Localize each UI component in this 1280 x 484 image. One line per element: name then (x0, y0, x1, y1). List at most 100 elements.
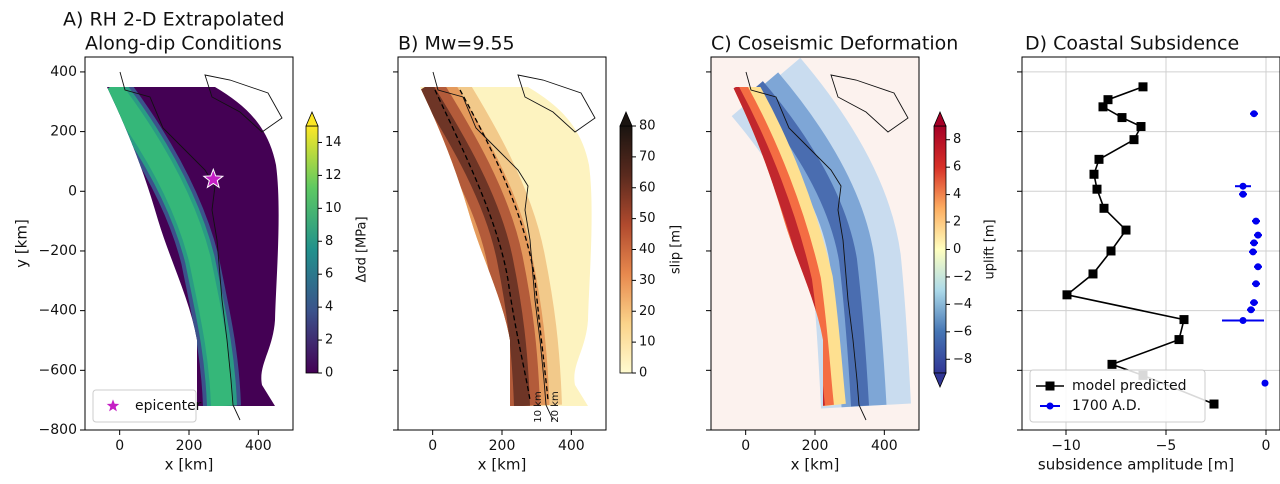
marker (1099, 203, 1109, 213)
marker (1250, 239, 1258, 247)
marker (1252, 280, 1260, 288)
colorbar-tick-label: 8 (953, 132, 961, 147)
x-tick-label: 400 (245, 438, 272, 454)
colorbar-tick-label: 0 (953, 242, 961, 257)
x-axis-label: subsidence amplitude [m] (1038, 456, 1234, 474)
colorbar-tick-label: 0 (639, 366, 647, 381)
marker (1209, 399, 1219, 409)
x-tick-label: 0 (741, 438, 750, 454)
legend (92, 389, 197, 423)
y-tick-label: 0 (68, 183, 77, 199)
y-tick-label: 200 (50, 124, 77, 140)
colorbar-tick-label: 60 (639, 180, 656, 195)
legend-marker (1046, 402, 1054, 410)
marker (1254, 231, 1262, 239)
legend (1029, 369, 1206, 423)
colorbar-extend (305, 110, 319, 127)
marker (1088, 269, 1098, 279)
y-tick-label: −400 (39, 303, 77, 319)
marker (1239, 182, 1247, 190)
marker (1103, 95, 1113, 105)
marker (1107, 359, 1117, 369)
map-a (107, 71, 283, 421)
marker (1098, 102, 1108, 112)
legend-marker (1045, 381, 1055, 391)
legend-label: model predicted (1072, 378, 1186, 394)
colorbar-label: slip [m] (669, 225, 684, 274)
marker (1250, 299, 1258, 307)
x-tick-label: 0 (1262, 438, 1271, 454)
colorbar-tick-label: 14 (325, 135, 342, 150)
marker (1121, 225, 1131, 235)
marker (1174, 335, 1184, 345)
axes-frame (1021, 56, 1280, 431)
x-axis-label: x [km] (478, 456, 527, 474)
colorbar (305, 125, 319, 374)
series-line (1065, 86, 1215, 405)
legend-marker (104, 396, 122, 414)
marker (1062, 290, 1072, 300)
marker (1136, 122, 1146, 132)
marker (1117, 113, 1127, 123)
x-tick-label: 400 (558, 438, 585, 454)
colorbar-tick-label: 70 (639, 149, 656, 164)
colorbar (933, 125, 947, 374)
contour-label: 20 km (550, 391, 561, 422)
x-axis-label: x [km] (165, 456, 214, 474)
x-tick-label: 0 (428, 438, 437, 454)
axes-frame (84, 56, 294, 431)
marker (1239, 190, 1247, 198)
marker (1239, 316, 1247, 324)
colorbar-extend (933, 372, 947, 389)
x-tick-label: −10 (1051, 438, 1081, 454)
colorbar-tick-label: −4 (953, 297, 972, 312)
marker (1129, 135, 1139, 145)
marker (1254, 263, 1262, 271)
panel-title: A) RH 2-D Extrapolated (63, 9, 285, 31)
axes-frame (710, 56, 920, 431)
marker (1250, 110, 1258, 118)
x-axis-label: x [km] (791, 456, 840, 474)
panel-title: B) Mw=9.55 (398, 33, 515, 55)
colorbar-extend (933, 110, 947, 127)
y-tick-label: −800 (39, 422, 77, 438)
colorbar-tick-label: 6 (953, 160, 961, 175)
marker (1092, 184, 1102, 194)
colorbar-tick-label: −2 (953, 269, 972, 284)
contour-label: 10 km (533, 391, 544, 422)
marker (1138, 82, 1148, 92)
colorbar-tick-label: 50 (639, 211, 656, 226)
x-tick-label: 0 (115, 438, 124, 454)
panel-title: D) Coastal Subsidence (1025, 33, 1239, 55)
x-tick-label: 200 (489, 438, 516, 454)
y-axis-label: y [km] (13, 219, 31, 268)
y-tick-label: 400 (50, 64, 77, 80)
colorbar-tick-label: 10 (639, 335, 656, 350)
colorbar-extend (619, 110, 633, 127)
colorbar-tick-label: −6 (953, 324, 972, 339)
x-tick-label: 400 (871, 438, 898, 454)
colorbar-label: uplift [m] (983, 219, 998, 279)
colorbar-tick-label: 40 (639, 242, 656, 257)
colorbar-tick-label: 2 (325, 333, 333, 348)
colorbar-tick-label: 8 (325, 234, 333, 249)
colorbar-tick-label: 12 (325, 168, 342, 183)
y-tick-label: −600 (39, 362, 77, 378)
colorbar-tick-label: 20 (639, 304, 656, 319)
colorbar (619, 125, 633, 374)
colorbar-tick-label: 4 (325, 300, 333, 315)
colorbar-tick-label: 0 (325, 366, 333, 381)
colorbar-tick-label: 2 (953, 215, 961, 230)
marker (1179, 315, 1189, 325)
panel-title: Along-dip Conditions (85, 33, 282, 55)
marker (1247, 306, 1255, 314)
colorbar-tick-label: 80 (639, 119, 656, 134)
epicenter-marker (202, 167, 225, 189)
x-tick-label: 200 (802, 438, 829, 454)
marker (1089, 169, 1099, 179)
x-tick-label: −5 (1156, 438, 1177, 454)
colorbar-tick-label: 6 (325, 267, 333, 282)
marker (1106, 246, 1116, 256)
x-tick-label: 200 (176, 438, 203, 454)
